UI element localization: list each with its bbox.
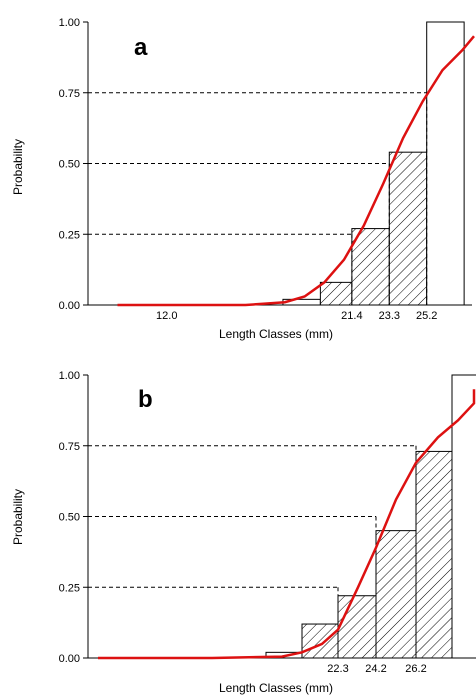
panel-b: Probability b Length Classes (mm) 0.00 0.… (11, 370, 476, 695)
panel-label: b (138, 386, 153, 413)
x-axis-title: Length Classes (mm) (219, 327, 333, 341)
y-tick-label: 0.75 (59, 88, 80, 100)
y-tick-label: 0.75 (59, 441, 80, 453)
x-tick-label: 24.2 (365, 663, 386, 675)
y-tick-label: 0.00 (59, 653, 80, 665)
y-tick-label: 0.50 (59, 159, 80, 171)
y-tick-label: 0.00 (59, 300, 80, 312)
histogram-bar (426, 21, 465, 306)
x-tick-label: 12.0 (156, 310, 177, 322)
logistic-curve (98, 389, 476, 660)
x-tick-label: 22.3 (327, 663, 348, 675)
y-tick-label: 0.25 (59, 229, 80, 241)
x-tick-label: 21.4 (341, 310, 362, 322)
x-tick-label: 23.3 (379, 310, 400, 322)
histogram-bar (451, 374, 476, 659)
histogram-bar (301, 623, 339, 659)
panel-a: Probability a Length Classes (mm) 0.00 0.… (11, 17, 475, 341)
x-axis-title: Length Classes (mm) (219, 681, 333, 695)
x-tick-label: 25.2 (416, 310, 437, 322)
y-axis-title: Probability (11, 139, 25, 195)
y-tick-label: 0.25 (59, 582, 80, 594)
logistic-curve (117, 35, 475, 307)
histogram-bar (319, 281, 353, 306)
histogram-bar (415, 450, 453, 659)
histogram-bar (337, 595, 377, 659)
panel-label: a (134, 34, 148, 61)
x-tick-label: 26.2 (405, 663, 426, 675)
histogram-bar (375, 530, 417, 659)
histogram-bar (351, 228, 390, 306)
y-axis-title: Probability (11, 489, 25, 545)
histogram-bar (388, 151, 428, 306)
y-tick-label: 0.50 (59, 512, 80, 524)
y-tick-label: 1.00 (59, 17, 80, 29)
y-tick-label: 1.00 (59, 370, 80, 382)
